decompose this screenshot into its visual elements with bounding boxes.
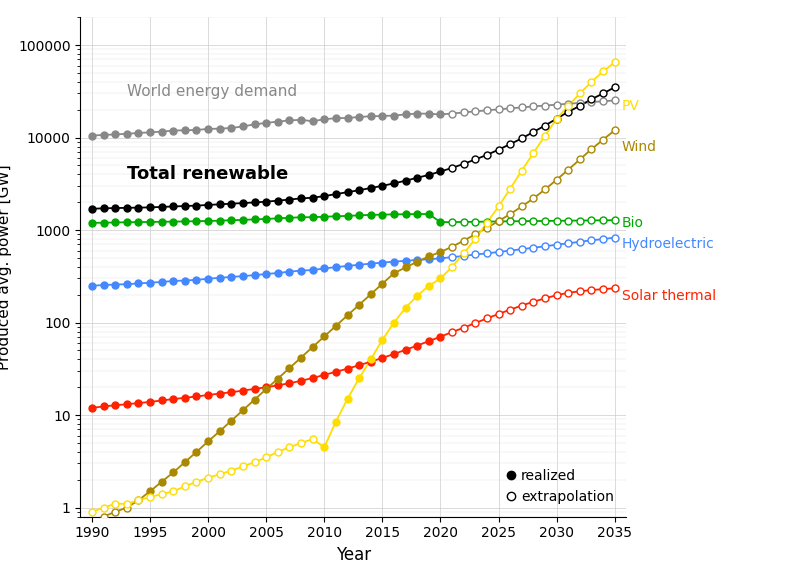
Text: Total renewable: Total renewable — [127, 165, 288, 183]
Text: Solar thermal: Solar thermal — [621, 289, 715, 302]
Text: Bio: Bio — [621, 216, 643, 230]
Text: Hydroelectric: Hydroelectric — [621, 238, 714, 251]
Y-axis label: Produced avg. power [GW]: Produced avg. power [GW] — [0, 164, 12, 370]
Text: World energy demand: World energy demand — [127, 84, 297, 99]
Text: Wind: Wind — [621, 139, 656, 154]
X-axis label: Year: Year — [335, 546, 371, 564]
Text: PV: PV — [621, 99, 638, 113]
Legend: realized, extrapolation: realized, extrapolation — [501, 464, 618, 510]
